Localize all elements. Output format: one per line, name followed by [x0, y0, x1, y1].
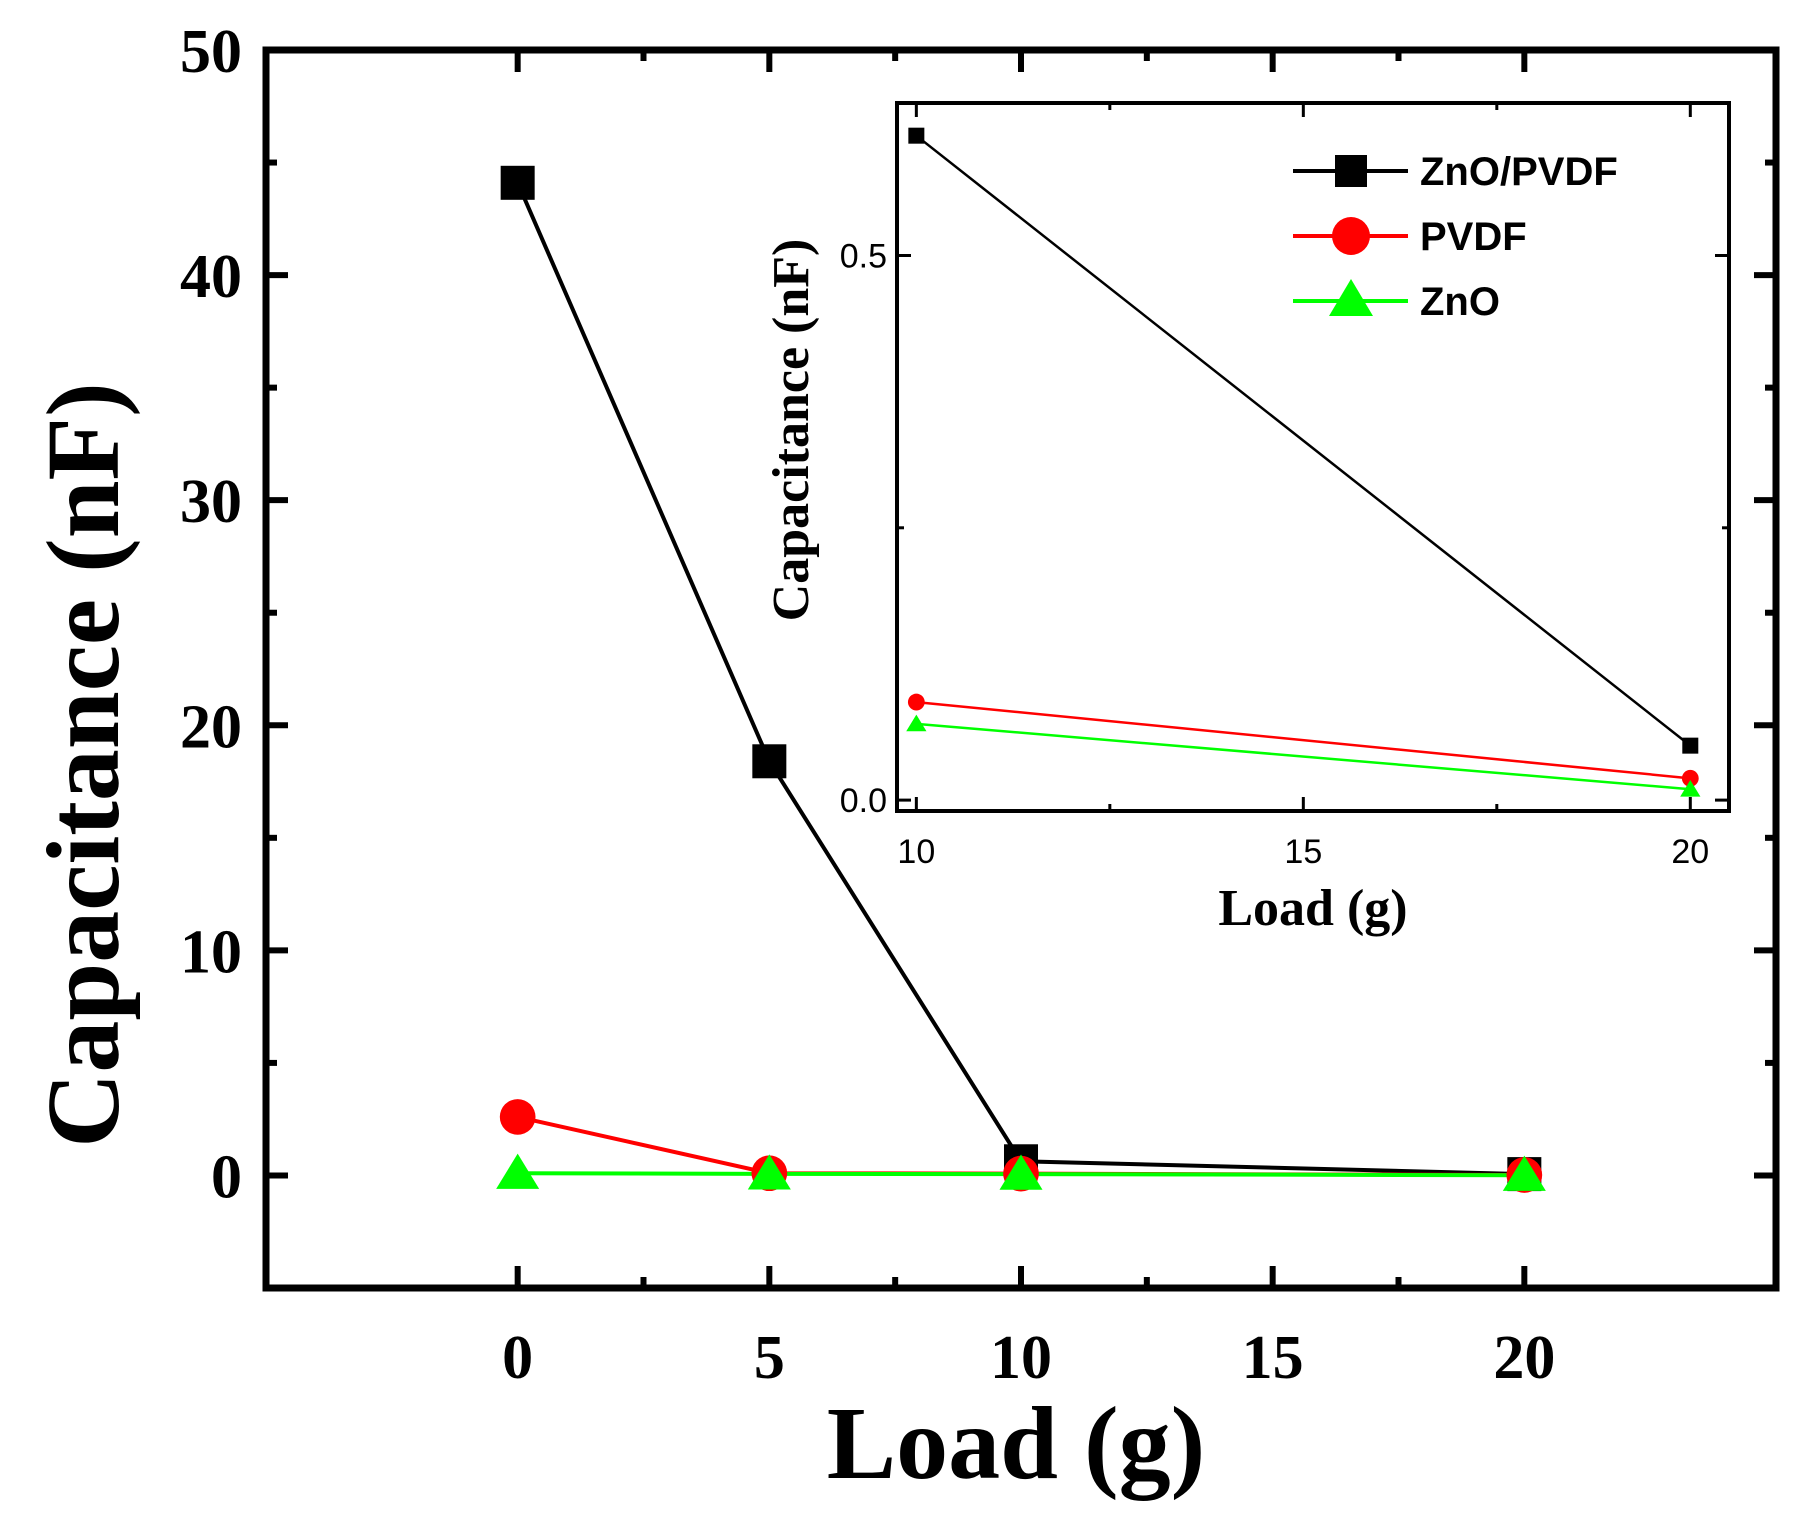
main-y-tick-label: 50: [180, 18, 242, 86]
legend-marker-triangle: [1329, 279, 1373, 316]
main-data-point-zno: [1502, 1155, 1546, 1191]
inset-data-point-zno-pvdf: [1682, 737, 1699, 754]
inset-y-axis-label: Capacitance (nF): [763, 239, 820, 622]
inset-y-tick-label: 0.0: [840, 782, 887, 820]
inset-series-line-zno-pvdf: [915, 134, 1692, 747]
inset-background: [897, 103, 1729, 811]
main-data-point-zno-pvdf: [500, 165, 535, 200]
inset-plot-frame: [895, 101, 1731, 813]
inset-x-tick-label: 10: [897, 833, 935, 871]
legend-label-zno-pvdf: ZnO/PVDF: [1420, 150, 1618, 194]
legend: ZnO/PVDF PVDF ZnO: [1293, 150, 1618, 324]
main-data-point-zno: [747, 1154, 791, 1190]
main-x-tick-label: 20: [1493, 1324, 1555, 1392]
legend-marker-circle: [1332, 217, 1370, 255]
inset-data-point-zno-pvdf: [908, 127, 925, 144]
main-series-line-zno: [517, 1171, 1525, 1178]
legend-label-zno: ZnO: [1420, 280, 1500, 324]
main-x-tick-label: 5: [754, 1324, 785, 1392]
main-y-tick-label: 30: [180, 468, 242, 536]
legend-label-pvdf: PVDF: [1420, 215, 1527, 259]
legend-entry-pvdf: PVDF: [1293, 215, 1527, 259]
inset-data-point-pvdf: [907, 693, 925, 711]
main-data-point-pvdf: [499, 1099, 536, 1135]
inset-x-axis-label: Load (g): [1218, 880, 1407, 937]
inset-x-tick-label: 20: [1671, 833, 1709, 871]
main-x-tick-label: 15: [1242, 1324, 1304, 1392]
main-y-axis-label: Capacitance (nF): [26, 382, 141, 1147]
main-y-tick-label: 40: [180, 243, 242, 311]
main-data-point-zno: [496, 1153, 540, 1189]
main-y-tick-label: 20: [180, 693, 242, 761]
inset-ticks: 10 15 20 0.0 0.5: [840, 103, 1729, 871]
main-x-tick-label: 0: [502, 1324, 533, 1392]
main-y-tick-label: 10: [180, 918, 242, 986]
legend-entry-zno: ZnO: [1293, 279, 1500, 324]
inset-series: [906, 127, 1701, 797]
main-series: [496, 165, 1546, 1193]
legend-entry-zno-pvdf: ZnO/PVDF: [1293, 150, 1618, 194]
inset-data-point-zno: [906, 714, 927, 732]
main-x-axis-label: Load (g): [827, 1386, 1205, 1501]
main-x-tick-label: 10: [990, 1324, 1052, 1392]
inset-data-point-pvdf: [1681, 769, 1699, 787]
legend-marker-square: [1335, 155, 1367, 187]
inset-series-line-pvdf: [916, 700, 1691, 780]
main-y-tick-label: 0: [211, 1143, 242, 1211]
main-data-point-zno: [999, 1154, 1043, 1190]
main-ticks: 0 5 10 15 20 0 10 20 30 40 50: [180, 18, 1776, 1392]
inset-series-line-zno: [916, 722, 1691, 791]
inset-x-tick-label: 15: [1284, 833, 1322, 871]
main-series-line-zno-pvdf: [515, 182, 1525, 1177]
main-data-point-zno-pvdf: [752, 744, 787, 779]
inset-data-point-zno: [1680, 780, 1701, 797]
inset-y-tick-label: 0.5: [840, 237, 887, 275]
